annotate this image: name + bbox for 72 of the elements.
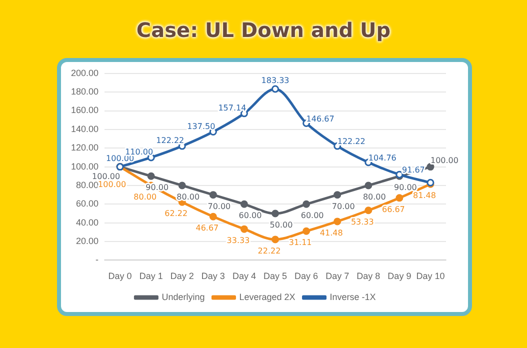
point	[240, 225, 248, 233]
data-label: 80.00	[362, 192, 386, 202]
data-label: 80.00	[134, 192, 157, 202]
point	[364, 182, 372, 190]
data-label: 66.67	[382, 205, 405, 214]
data-label: 183.33	[261, 76, 290, 86]
data-label: 53.33	[350, 217, 374, 226]
point	[240, 200, 248, 208]
x-tick-label: Day 6	[294, 271, 318, 282]
data-label: 100.00	[98, 180, 126, 189]
x-tick-label: Day 9	[388, 271, 412, 282]
data-label: 22.22	[258, 246, 281, 256]
y-tick-label: 140.00	[70, 124, 99, 134]
data-label: 122.22	[156, 136, 184, 146]
data-label: 60.00	[300, 211, 324, 220]
x-tick-label: Day 5	[264, 271, 288, 282]
data-label: 46.67	[196, 224, 219, 233]
data-label: 157.14	[218, 104, 246, 113]
x-tick-label: Day 0	[108, 271, 132, 282]
x-tick-label: Day 3	[201, 271, 225, 282]
y-tick-label: 20.00	[76, 236, 99, 246]
data-label: 50.00	[270, 220, 293, 230]
y-tick-label: 180.00	[70, 86, 99, 97]
data-label: 122.22	[337, 137, 366, 146]
y-tick-label: 120.00	[70, 142, 99, 153]
data-label: 100.00	[430, 156, 458, 165]
point	[178, 182, 186, 190]
data-label: 80.00	[176, 192, 200, 202]
data-label: 70.00	[208, 202, 231, 211]
data-label: 81.48	[413, 191, 436, 200]
point	[272, 85, 280, 93]
point	[272, 210, 280, 218]
point	[209, 212, 217, 220]
data-label: 31.11	[288, 238, 312, 248]
point	[209, 191, 217, 199]
x-tick-label: Day 8	[356, 271, 380, 282]
y-tick-label: 160.00	[70, 105, 99, 116]
data-label: 60.00	[238, 211, 262, 220]
point	[272, 236, 280, 244]
point	[396, 194, 404, 202]
point	[147, 172, 155, 180]
y-tick-label: 60.00	[76, 198, 99, 209]
data-label: 146.67	[306, 114, 334, 124]
data-label: 137.50	[187, 122, 216, 131]
data-label: 62.22	[164, 209, 188, 218]
legend-label: Inverse -1X	[330, 292, 376, 302]
data-label: 70.00	[332, 202, 355, 211]
y-tick-label: 40.00	[76, 217, 99, 228]
point	[302, 200, 310, 208]
point	[334, 191, 342, 199]
y-tick-label: 100.00	[70, 161, 99, 172]
point	[334, 218, 342, 226]
x-tick-label: Day 10	[416, 271, 445, 282]
chart-title: Case: UL Down and Up	[135, 18, 392, 42]
legend-label: Leveraged 2X	[239, 292, 296, 302]
data-label: 100.00	[92, 172, 120, 181]
x-tick-label: Day 2	[170, 271, 194, 282]
point	[302, 227, 310, 235]
legend-label: Underlying	[162, 292, 205, 302]
data-label: 90.00	[394, 183, 417, 192]
y-tick-label: 200.00	[70, 68, 99, 78]
data-label: 33.33	[226, 236, 250, 246]
point	[364, 206, 372, 214]
point	[426, 163, 434, 171]
data-label: 104.76	[368, 153, 396, 162]
x-tick-label: Day 1	[139, 271, 163, 282]
data-label: 110.00	[125, 148, 154, 157]
y-tick-label: 80.00	[76, 180, 99, 190]
y-tick-label: -	[96, 254, 99, 265]
x-tick-label: Day 7	[326, 271, 350, 282]
data-label: 41.48	[320, 228, 343, 238]
x-tick-label: Day 4	[232, 271, 256, 282]
